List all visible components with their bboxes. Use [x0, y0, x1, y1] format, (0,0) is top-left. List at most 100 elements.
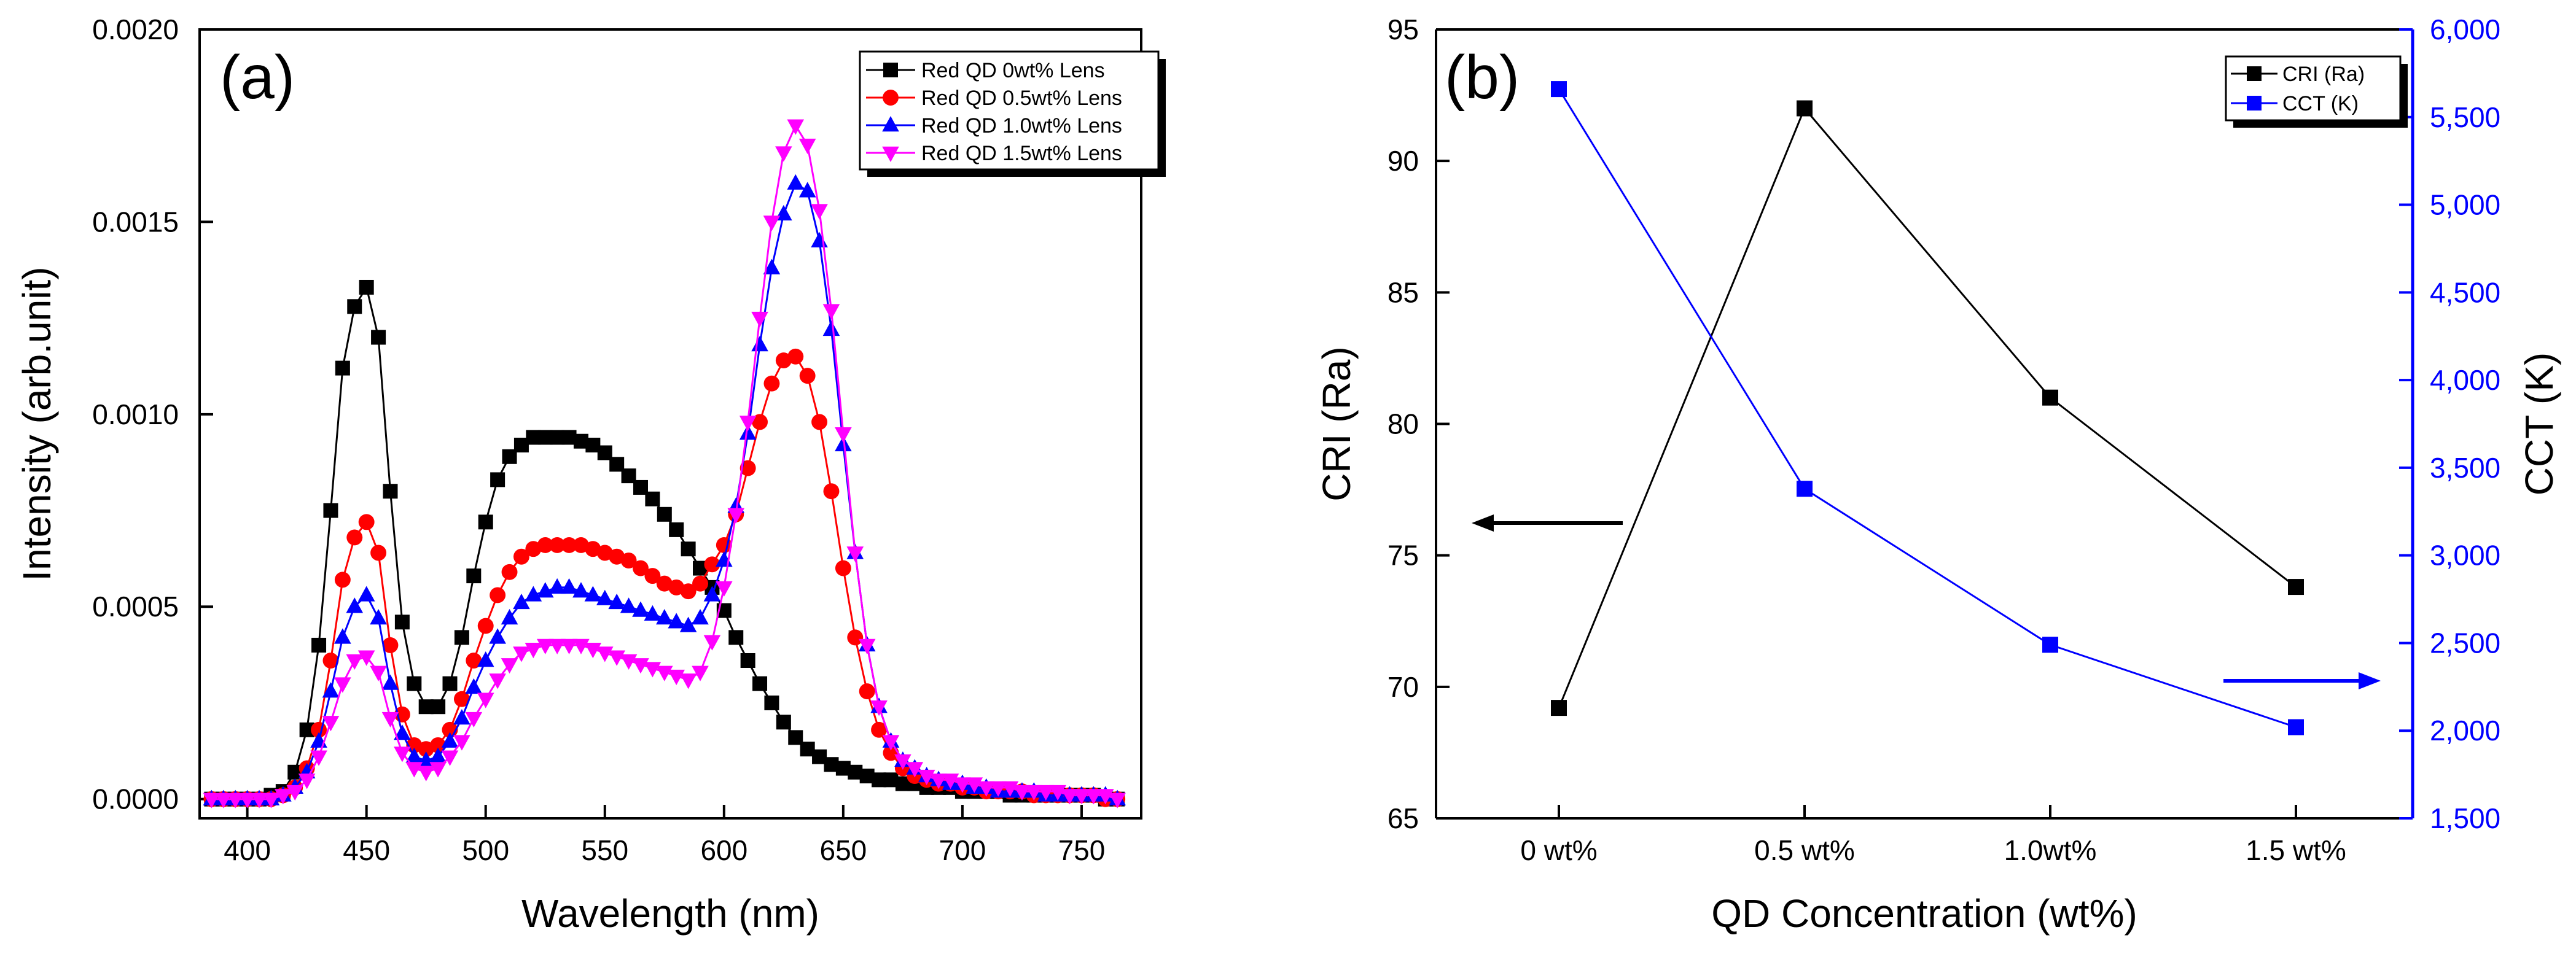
data-point — [286, 785, 304, 801]
x-axis-label: Wavelength (nm) — [521, 891, 819, 936]
data-point — [752, 414, 768, 430]
y-axis-label: Intensity (arb.unit) — [15, 266, 59, 581]
data-point — [489, 628, 506, 644]
data-point — [466, 568, 482, 584]
data-point — [727, 508, 745, 524]
data-point — [537, 537, 553, 553]
data-point — [787, 119, 805, 135]
y-tick-label: 0.0010 — [92, 398, 179, 430]
data-point — [347, 299, 362, 314]
data-point — [2288, 579, 2304, 595]
panel-a-plot-frame — [198, 28, 1142, 820]
data-point — [620, 553, 637, 568]
series-left-axis — [1551, 100, 2304, 716]
data-point — [203, 793, 221, 809]
left-y-tick-label: 90 — [1388, 145, 1419, 177]
panel-label-b: (b) — [1445, 43, 1520, 112]
data-point — [431, 699, 446, 715]
data-point — [882, 735, 900, 751]
data-point — [894, 754, 911, 770]
data-point — [739, 424, 757, 440]
data-point — [251, 793, 268, 809]
data-point — [536, 638, 554, 654]
data-point — [572, 582, 590, 598]
x-tick-label: 550 — [581, 834, 628, 866]
data-point — [799, 368, 816, 384]
legend-label: CRI (Ra) — [2282, 63, 2365, 86]
data-point — [681, 541, 696, 557]
legend-marker — [883, 63, 898, 77]
data-point — [560, 578, 578, 594]
data-point — [357, 586, 375, 602]
data-point — [811, 414, 828, 430]
y-tick-label: 0.0000 — [92, 783, 179, 815]
data-point — [1085, 789, 1103, 805]
data-point — [954, 777, 971, 793]
series-line — [211, 182, 1118, 801]
data-point — [489, 673, 506, 689]
data-point — [465, 712, 483, 728]
data-point — [501, 564, 518, 580]
right-y-tick-label: 6,000 — [2430, 14, 2500, 45]
data-point — [311, 637, 327, 653]
data-point — [513, 593, 530, 610]
data-point — [1551, 81, 1567, 98]
data-point — [381, 712, 399, 728]
data-point — [716, 581, 733, 597]
data-point — [811, 204, 828, 220]
data-point — [370, 609, 387, 625]
left-y-tick-label: 80 — [1388, 408, 1419, 440]
data-point — [334, 628, 351, 644]
data-point — [501, 658, 518, 674]
data-point — [453, 735, 470, 751]
series-3 — [203, 174, 1126, 805]
data-point — [334, 572, 351, 588]
data-point — [1073, 789, 1090, 805]
data-point — [322, 682, 340, 698]
data-point — [798, 182, 816, 198]
data-point — [454, 630, 469, 645]
legend-label: Red QD 1.5wt% Lens — [921, 142, 1122, 165]
data-point — [644, 605, 662, 621]
data-point — [561, 537, 577, 553]
data-point — [680, 583, 697, 600]
series-2 — [203, 348, 1126, 807]
arrow-head — [1472, 514, 1494, 532]
data-point — [906, 762, 924, 778]
data-point — [763, 258, 781, 274]
data-point — [645, 491, 660, 506]
series-line — [211, 123, 1118, 801]
data-point — [429, 747, 447, 763]
series-1 — [204, 279, 1125, 807]
data-point — [703, 586, 721, 602]
data-point — [310, 750, 327, 766]
x-tick-label: 700 — [939, 834, 986, 866]
data-point — [429, 762, 447, 778]
x-tick-label: 750 — [1058, 834, 1106, 866]
legend-a: Red QD 0wt% Lens Red QD 0.5wt% Lens Red QD… — [859, 50, 1166, 177]
legend-label: Red QD 0.5wt% Lens — [921, 87, 1122, 110]
data-point — [525, 642, 542, 659]
data-point — [346, 597, 364, 613]
data-point — [381, 674, 399, 690]
data-point — [776, 715, 791, 730]
data-point — [442, 676, 458, 691]
data-point — [787, 348, 804, 365]
data-point — [1013, 785, 1031, 801]
data-point — [441, 750, 459, 766]
data-point — [477, 618, 494, 634]
legend-box — [859, 50, 1160, 171]
data-point — [359, 279, 374, 295]
data-point — [728, 630, 744, 645]
data-point — [298, 774, 316, 789]
data-point — [798, 138, 816, 155]
data-point — [858, 638, 876, 654]
x-tick-label: 1.5 wt% — [2246, 834, 2346, 866]
arrow-to-right-axis — [2223, 672, 2381, 689]
data-point — [405, 747, 423, 763]
data-point — [322, 653, 339, 669]
panel-a-spectrum-chart: 400 450 500 550 600 650 700 750 0.0000 0.0005 0.00… — [15, 14, 1166, 936]
right-y-axis-label: CCT (K) — [2517, 352, 2561, 495]
data-point — [357, 650, 375, 666]
